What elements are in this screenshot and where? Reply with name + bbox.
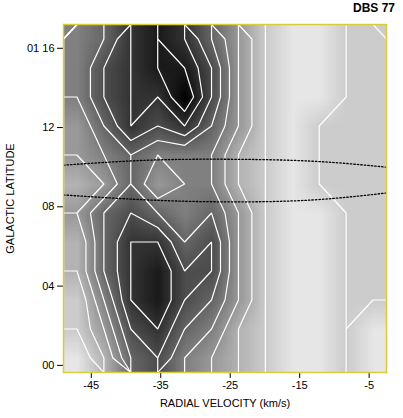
svg-text:-25: -25 xyxy=(222,379,238,391)
svg-text:01 16: 01 16 xyxy=(27,42,55,54)
html-text:DBS 77: DBS 77 xyxy=(353,1,395,15)
svg-text:-35: -35 xyxy=(153,379,169,391)
svg-text:-15: -15 xyxy=(292,379,308,391)
svg-text:12: 12 xyxy=(42,121,54,133)
svg-text:-45: -45 xyxy=(83,379,99,391)
svg-text:04: 04 xyxy=(42,280,54,292)
svg-text:-5: -5 xyxy=(364,379,374,391)
svg-text:RADIAL VELOCITY (km/s): RADIAL VELOCITY (km/s) xyxy=(160,397,290,409)
svg-text:08: 08 xyxy=(42,200,54,212)
svg-text:GALACTIC LATITUDE: GALACTIC LATITUDE xyxy=(4,143,16,253)
svg-text:00: 00 xyxy=(42,359,54,371)
